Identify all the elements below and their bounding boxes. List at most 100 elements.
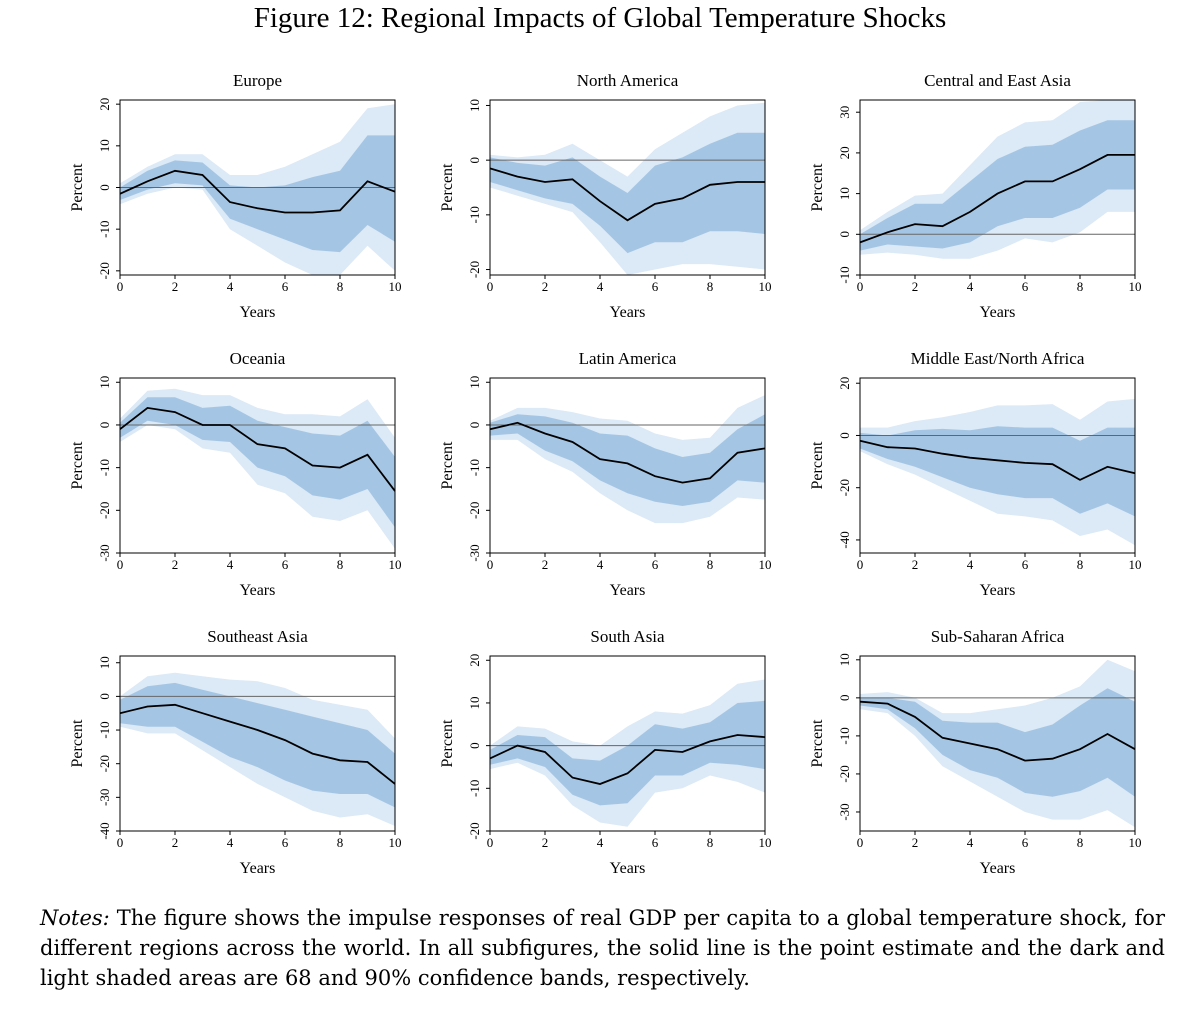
chart-2-y-tick-label: 30	[837, 106, 852, 119]
chart-6-y-axis-label: Percent	[69, 719, 86, 768]
chart-7-point-estimate-line	[489, 734, 766, 785]
chart-8-y-tick-label: -10	[837, 727, 852, 744]
chart-6-y-tick-label: 10	[97, 656, 112, 669]
chart-7-x-tick-label: 2	[542, 835, 549, 850]
chart-0-x-tick-label: 0	[117, 279, 124, 294]
chart-4-y-tick-label: -20	[467, 502, 482, 519]
chart-6-x-tick-label: 10	[389, 835, 402, 850]
chart-8: Sub-Saharan Africa 0 2 4 6 8 10 Years -30 -20 -10 0…	[809, 627, 1142, 877]
chart-7-frame	[489, 655, 766, 832]
chart-1-x-tick-label: 0	[487, 279, 494, 294]
chart-2-y-tick-label: 10	[837, 187, 852, 200]
chart-1-x-tick-label: 10	[759, 279, 772, 294]
chart-2-x-tick-label: 6	[1022, 279, 1029, 294]
chart-1-y-axis-label: Percent	[439, 163, 456, 212]
chart-4-frame	[489, 377, 766, 554]
chart-2-frame	[859, 99, 1136, 276]
chart-0: Europe 0 2 4 6 8 10 Years -20 -10 0 10 20 Percent	[69, 71, 402, 321]
chart-4-x-tick-label: 0	[487, 557, 494, 572]
chart-3-x-axis-label: Years	[240, 582, 276, 599]
chart-2-x-tick-label: 2	[912, 279, 919, 294]
chart-4-y-tick-label: 0	[467, 422, 482, 429]
chart-5-point-estimate-line	[859, 439, 1136, 481]
chart-3-x-tick-label: 10	[389, 557, 402, 572]
chart-4-title: Latin America	[579, 349, 677, 368]
chart-5-x-axis-label: Years	[980, 582, 1016, 599]
chart-2-title: Central and East Asia	[924, 71, 1071, 90]
chart-7-x-tick-label: 6	[652, 835, 659, 850]
chart-1-frame	[489, 99, 766, 276]
chart-7-y-tick-label: 10	[467, 697, 482, 710]
chart-5-frame	[859, 377, 1136, 554]
chart-3-x-tick-label: 6	[282, 557, 289, 572]
chart-5-x-tick-label: 10	[1129, 557, 1142, 572]
chart-7-x-tick-label: 0	[487, 835, 494, 850]
chart-8-y-tick-label: -30	[837, 803, 852, 820]
chart-1-y-tick-label: -10	[467, 206, 482, 223]
notes-text: The figure shows the impulse responses o…	[40, 906, 1165, 990]
chart-4-y-tick-label: -30	[467, 544, 482, 561]
chart-0-x-tick-label: 4	[227, 279, 234, 294]
chart-1-y-tick-label: 0	[467, 157, 482, 164]
chart-8-y-axis-label: Percent	[809, 719, 826, 768]
chart-4-point-estimate-line	[489, 421, 766, 484]
chart-4-x-tick-label: 10	[759, 557, 772, 572]
chart-5-band-68	[860, 426, 1135, 517]
chart-2-y-axis-label: Percent	[809, 163, 826, 212]
chart-5-y-tick-label: -20	[837, 479, 852, 496]
chart-3-band-68	[120, 397, 395, 528]
chart-6-x-tick-label: 6	[282, 835, 289, 850]
chart-0-x-tick-label: 10	[389, 279, 402, 294]
chart-3-y-tick-label: 10	[97, 376, 112, 389]
chart-3-x-tick-label: 0	[117, 557, 124, 572]
chart-7-x-axis-label: Years	[610, 860, 646, 877]
chart-6-point-estimate-line	[119, 703, 396, 785]
chart-2-band-68	[860, 120, 1135, 251]
chart-0-title: Europe	[233, 71, 282, 90]
chart-5: Middle East/North Africa 0 2 4 6 8 10 Years -40 -…	[809, 349, 1142, 599]
chart-6-band-68	[120, 682, 395, 808]
chart-7-x-tick-label: 10	[759, 835, 772, 850]
chart-3: Oceania 0 2 4 6 8 10 Years -30 -20 -10 0 10 Percent	[69, 349, 402, 599]
chart-2-x-tick-label: 8	[1077, 279, 1084, 294]
chart-8-x-axis-label: Years	[980, 860, 1016, 877]
chart-1-x-tick-label: 4	[597, 279, 604, 294]
chart-4-x-tick-label: 2	[542, 557, 549, 572]
chart-2-x-tick-label: 10	[1129, 279, 1142, 294]
chart-6-y-tick-label: -20	[97, 755, 112, 772]
chart-5-x-tick-label: 2	[912, 557, 919, 572]
chart-5-y-tick-label: -40	[837, 531, 852, 548]
chart-6-title: Southeast Asia	[207, 627, 308, 646]
chart-3-frame	[119, 377, 396, 554]
chart-1-point-estimate-line	[489, 167, 765, 222]
chart-8-x-tick-label: 6	[1022, 835, 1029, 850]
chart-3-y-tick-label: -30	[97, 544, 112, 561]
chart-0-y-tick-label: -10	[97, 221, 112, 238]
chart-7-y-axis-label: Percent	[439, 719, 456, 768]
chart-6-x-tick-label: 2	[172, 835, 179, 850]
chart-5-x-tick-label: 8	[1077, 557, 1084, 572]
chart-2-x-tick-label: 4	[967, 279, 974, 294]
notes-label: Notes:	[40, 906, 110, 930]
chart-3-title: Oceania	[230, 349, 286, 368]
chart-3-y-tick-label: -10	[97, 459, 112, 476]
chart-8-x-tick-label: 4	[967, 835, 974, 850]
chart-6-y-tick-label: -40	[97, 822, 112, 839]
chart-3-x-tick-label: 4	[227, 557, 234, 572]
figure-title: Figure 12: Regional Impacts of Global Te…	[253, 2, 947, 34]
chart-0-y-tick-label: 20	[97, 98, 112, 111]
chart-3-x-tick-label: 2	[172, 557, 179, 572]
chart-6-frame	[119, 655, 396, 832]
chart-5-title: Middle East/North Africa	[911, 349, 1085, 368]
chart-6-x-tick-label: 0	[117, 835, 124, 850]
chart-8-band-68	[860, 688, 1135, 797]
chart-2-x-tick-label: 0	[857, 279, 864, 294]
chart-1-x-tick-label: 6	[652, 279, 659, 294]
chart-6-y-tick-label: -10	[97, 721, 112, 738]
chart-7-y-tick-label: -20	[467, 822, 482, 839]
chart-8-y-tick-label: 0	[837, 695, 852, 702]
chart-5-y-axis-label: Percent	[809, 441, 826, 490]
chart-0-x-tick-label: 2	[172, 279, 179, 294]
chart-2-y-tick-label: -10	[837, 266, 852, 283]
